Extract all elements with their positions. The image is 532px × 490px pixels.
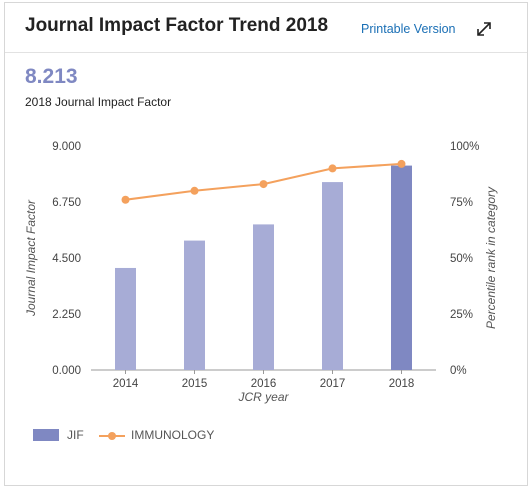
- y2-tick-label: 0%: [450, 365, 467, 377]
- bar-2018: [391, 165, 412, 370]
- y2-tick-label: 75%: [450, 197, 473, 209]
- legend-label-immunology: IMMUNOLOGY: [131, 428, 215, 442]
- y-tick-label: 2.250: [52, 309, 81, 321]
- legend-dot-immunology: [108, 432, 116, 440]
- point-immunology-2018: [397, 159, 406, 168]
- y2-tick-label: 25%: [450, 309, 473, 321]
- jif-chart: 0.000 2.250 4.500 6.750 9.000 0% 25% 50% 75% 100%…: [24, 141, 498, 404]
- jif-value: 8.213: [25, 65, 78, 88]
- bar-2015: [184, 240, 205, 370]
- legend-swatch-jif: [33, 429, 59, 441]
- card-title: Journal Impact Factor Trend 2018: [25, 15, 329, 36]
- bar-2016: [253, 224, 274, 370]
- x-tick-label: 2016: [251, 378, 277, 390]
- x-tick-label: 2015: [182, 378, 208, 390]
- x-tick-label: 2014: [113, 378, 139, 390]
- y-tick-label: 4.500: [52, 253, 81, 265]
- y-tick-label: 6.750: [52, 197, 81, 209]
- jif-label: 2018 Journal Impact Factor: [25, 95, 172, 109]
- x-tick-label: 2018: [389, 378, 415, 390]
- bar-2014: [115, 267, 136, 370]
- y-axis-title: Journal Impact Factor: [24, 199, 38, 317]
- legend-item-immunology[interactable]: IMMUNOLOGY: [99, 427, 239, 445]
- legend-item-jif[interactable]: JIF: [33, 427, 113, 445]
- bar-2017: [322, 182, 343, 370]
- x-tick-label: 2017: [320, 378, 346, 390]
- point-immunology-2016: [259, 180, 268, 189]
- expand-arrows-icon[interactable]: [475, 20, 493, 38]
- y-tick-label: 0.000: [52, 365, 81, 377]
- y2-axis-title: Percentile rank in category: [484, 186, 498, 329]
- printable-version-link[interactable]: Printable Version: [361, 22, 456, 36]
- point-immunology-2015: [190, 186, 199, 195]
- y2-tick-label: 100%: [450, 141, 479, 153]
- y2-tick-label: 50%: [450, 253, 473, 265]
- y-tick-label: 9.000: [52, 141, 81, 153]
- jif-trend-card: Journal Impact Factor Trend 2018 Printab…: [4, 2, 528, 486]
- x-axis-title: JCR year: [237, 390, 289, 404]
- legend-label-jif: JIF: [67, 428, 84, 442]
- point-immunology-2014: [121, 195, 130, 204]
- card-header: Journal Impact Factor Trend 2018 Printab…: [5, 3, 527, 53]
- point-immunology-2017: [328, 164, 337, 173]
